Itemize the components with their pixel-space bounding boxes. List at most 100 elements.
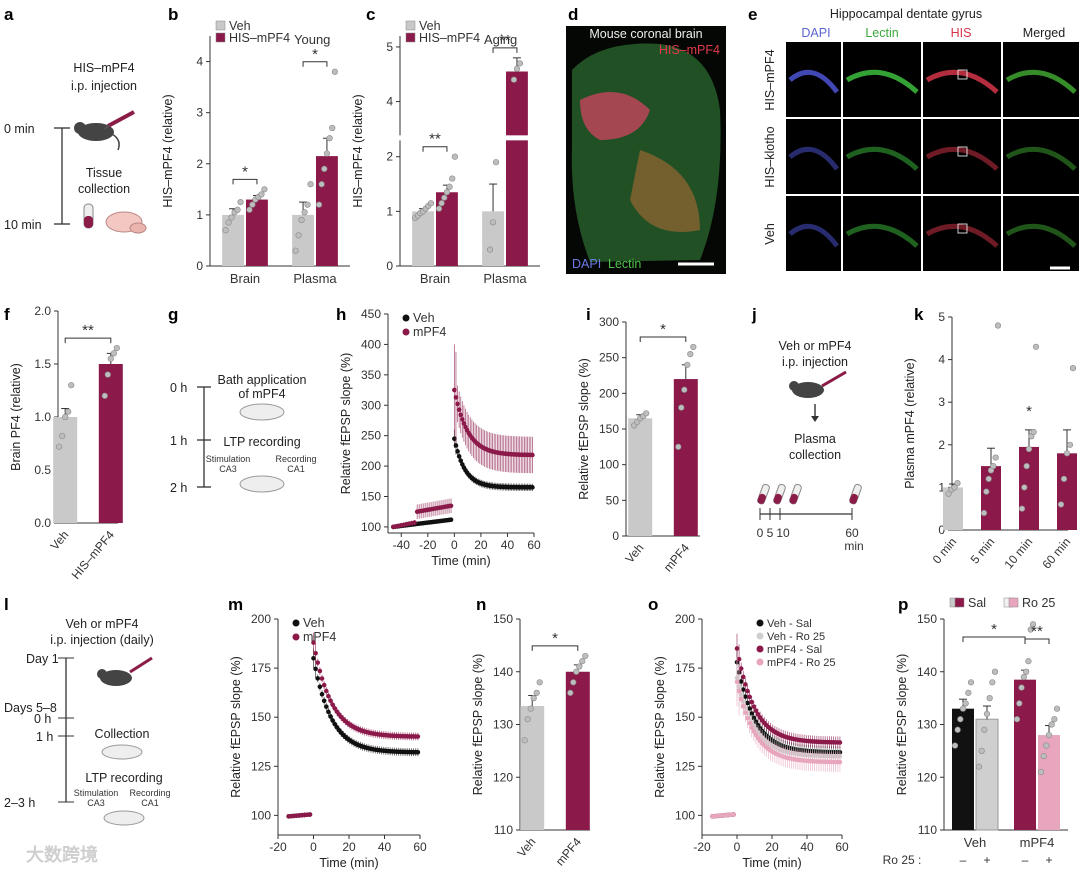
x-axis-title: Time (min) bbox=[319, 856, 378, 870]
data-point bbox=[329, 124, 336, 132]
data-point bbox=[261, 186, 268, 193]
data-point bbox=[749, 699, 754, 705]
data-point bbox=[738, 666, 744, 671]
row-label: Ro 25 : bbox=[883, 853, 922, 867]
x-tick-label: 60 bbox=[413, 840, 427, 854]
bar bbox=[482, 211, 504, 266]
panel-k-label: k bbox=[914, 305, 924, 324]
row-mark: – bbox=[960, 853, 967, 867]
data-point bbox=[951, 742, 959, 749]
panel-a-step2-line1: Tissue bbox=[86, 166, 122, 180]
y-axis-title: Relative fEPSP slope (%) bbox=[577, 358, 591, 500]
data-point bbox=[101, 392, 108, 399]
data-point bbox=[311, 655, 316, 661]
panel-a-step1-line2: i.p. injection bbox=[71, 79, 137, 93]
data-point bbox=[962, 700, 969, 707]
panel-l-23h: 2–3 h bbox=[4, 796, 35, 810]
group-label: Brain bbox=[230, 271, 260, 286]
data-point bbox=[415, 734, 421, 739]
legend-label: Sal bbox=[968, 596, 986, 610]
panel-j-step2-line2: collection bbox=[789, 448, 841, 462]
data-point bbox=[107, 355, 114, 362]
y-tick-label: 350 bbox=[361, 368, 381, 382]
legend-label: mPF4 - Ro 25 bbox=[767, 657, 835, 669]
data-point bbox=[330, 718, 335, 723]
data-point bbox=[945, 490, 952, 497]
y-axis-title: Relative fEPSP slope (%) bbox=[471, 654, 485, 796]
y-tick-label: 110 bbox=[918, 823, 937, 837]
data-point bbox=[741, 703, 746, 709]
y-tick-label: 100 bbox=[251, 808, 271, 822]
slice-icon bbox=[239, 403, 285, 421]
y-axis-title: Plasma mPF4 (relative) bbox=[903, 358, 917, 489]
chart-title: Aging bbox=[484, 32, 517, 47]
bar bbox=[628, 418, 653, 536]
legend-marker bbox=[756, 658, 764, 666]
data-point bbox=[734, 646, 740, 651]
bar bbox=[943, 487, 963, 530]
data-point bbox=[992, 454, 999, 461]
panel-l: l Veh or mPF4 i.p. injection (daily) Day… bbox=[4, 595, 171, 826]
y-tick-label: 125 bbox=[251, 759, 271, 773]
series-veh---ro-25 bbox=[710, 658, 843, 819]
y-tick-label: 150 bbox=[599, 422, 619, 436]
panel-l-0h: 0 h bbox=[34, 712, 51, 726]
data-point bbox=[747, 720, 752, 726]
group-label: Veh bbox=[964, 835, 986, 850]
panel-g-t0: 0 h bbox=[170, 381, 187, 395]
y-tick-label: 4 bbox=[196, 55, 203, 69]
data-point bbox=[234, 206, 241, 213]
data-point bbox=[753, 719, 759, 725]
micrograph-structure bbox=[1005, 146, 1077, 171]
data-point bbox=[427, 200, 435, 207]
data-point bbox=[990, 463, 997, 470]
micrograph-tile bbox=[923, 196, 1001, 271]
data-point bbox=[837, 759, 843, 765]
legend-swatch bbox=[954, 597, 965, 608]
row-mark: – bbox=[1022, 853, 1029, 867]
significance-bracket bbox=[639, 336, 687, 342]
data-point bbox=[104, 371, 111, 378]
data-point bbox=[1021, 484, 1028, 491]
data-point bbox=[1051, 716, 1058, 723]
panel-c-label: c bbox=[366, 5, 375, 24]
micrograph-tile bbox=[786, 119, 841, 194]
micrograph-tile bbox=[923, 42, 1001, 117]
data-point bbox=[751, 715, 757, 721]
panel-l-step1-line2: i.p. injection (daily) bbox=[50, 633, 154, 647]
bar bbox=[520, 706, 545, 830]
panel-j-tick-5: 5 bbox=[767, 526, 774, 540]
x-tick-label: 0 min bbox=[930, 535, 960, 566]
data-point bbox=[315, 201, 323, 208]
panel-j-step1-line1: Veh or mPF4 bbox=[779, 339, 852, 353]
bar bbox=[952, 708, 974, 830]
data-point bbox=[533, 689, 540, 696]
data-point bbox=[412, 520, 417, 525]
data-point bbox=[954, 726, 961, 733]
micrograph-tile bbox=[843, 196, 921, 271]
legend-swatch bbox=[215, 20, 226, 31]
y-tick-label: 130 bbox=[917, 718, 937, 732]
y-tick-label: 1 bbox=[938, 480, 945, 494]
micrograph-structure bbox=[925, 69, 999, 94]
panel-j-step2-line1: Plasma bbox=[794, 432, 836, 446]
data-point bbox=[1057, 501, 1065, 508]
data-point bbox=[113, 345, 120, 352]
x-axis-title: Time (min) bbox=[431, 554, 490, 568]
significance-bracket bbox=[422, 146, 448, 152]
data-point bbox=[975, 763, 983, 770]
legend-label: Veh bbox=[419, 19, 441, 33]
data-point bbox=[448, 517, 454, 522]
data-point bbox=[675, 443, 682, 450]
data-point bbox=[455, 401, 460, 407]
legend-marker bbox=[402, 328, 410, 336]
x-tick-label: 40 bbox=[800, 840, 814, 854]
data-point bbox=[489, 219, 497, 226]
data-point bbox=[745, 700, 750, 706]
data-point bbox=[747, 694, 752, 700]
x-tick-label: 0 bbox=[310, 840, 317, 854]
significance-marker: ** bbox=[499, 32, 511, 49]
data-point bbox=[321, 682, 327, 688]
panel-d-dapi-label: DAPI bbox=[572, 257, 601, 271]
